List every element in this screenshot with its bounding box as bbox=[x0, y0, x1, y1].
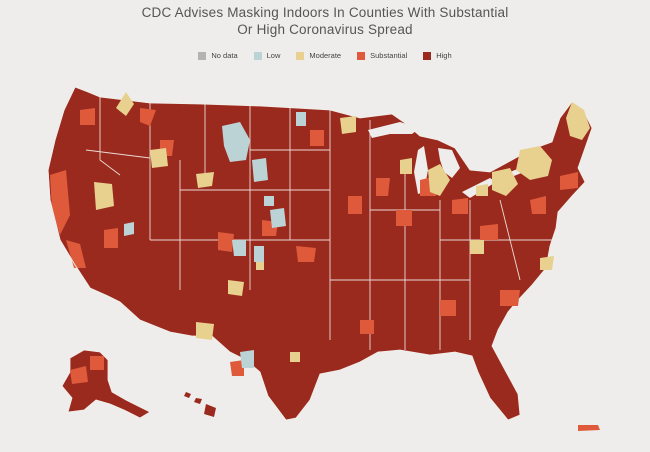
hawaii-island-3 bbox=[204, 404, 216, 417]
map-title: CDC Advises Masking Indoors In Counties … bbox=[0, 4, 650, 38]
moderate-regions bbox=[94, 92, 590, 362]
legend-swatch-substantial bbox=[357, 51, 366, 60]
legend-label-high: High bbox=[436, 51, 452, 60]
legend-label-moderate: Moderate bbox=[309, 51, 342, 60]
lake-superior bbox=[368, 122, 420, 138]
legend-label-no-data: No data bbox=[211, 51, 238, 60]
pacific-coastline bbox=[47, 86, 91, 289]
legend: No data Low Moderate Substantial High bbox=[0, 51, 650, 60]
legend-swatch-low bbox=[253, 51, 262, 60]
legend-item-moderate: Moderate bbox=[296, 51, 341, 60]
legend-label-substantial: Substantial bbox=[370, 51, 408, 60]
title-line-2: Or High Coronavirus Spread bbox=[237, 22, 413, 37]
legend-item-high: High bbox=[423, 51, 452, 60]
legend-label-low: Low bbox=[266, 51, 281, 60]
legend-item-substantial: Substantial bbox=[357, 51, 407, 60]
puerto-rico-shape bbox=[578, 425, 600, 431]
legend-swatch-no-data bbox=[198, 51, 207, 60]
legend-swatch-moderate bbox=[296, 51, 305, 60]
hawaii-island-1 bbox=[184, 392, 191, 398]
title-line-1: CDC Advises Masking Indoors In Counties … bbox=[141, 5, 509, 20]
legend-swatch-high bbox=[423, 51, 432, 60]
low-regions bbox=[124, 112, 306, 368]
legend-item-low: Low bbox=[253, 51, 281, 60]
hawaii-island-2 bbox=[194, 398, 202, 404]
legend-item-no-data: No data bbox=[198, 51, 238, 60]
alaska-shape bbox=[61, 349, 151, 419]
